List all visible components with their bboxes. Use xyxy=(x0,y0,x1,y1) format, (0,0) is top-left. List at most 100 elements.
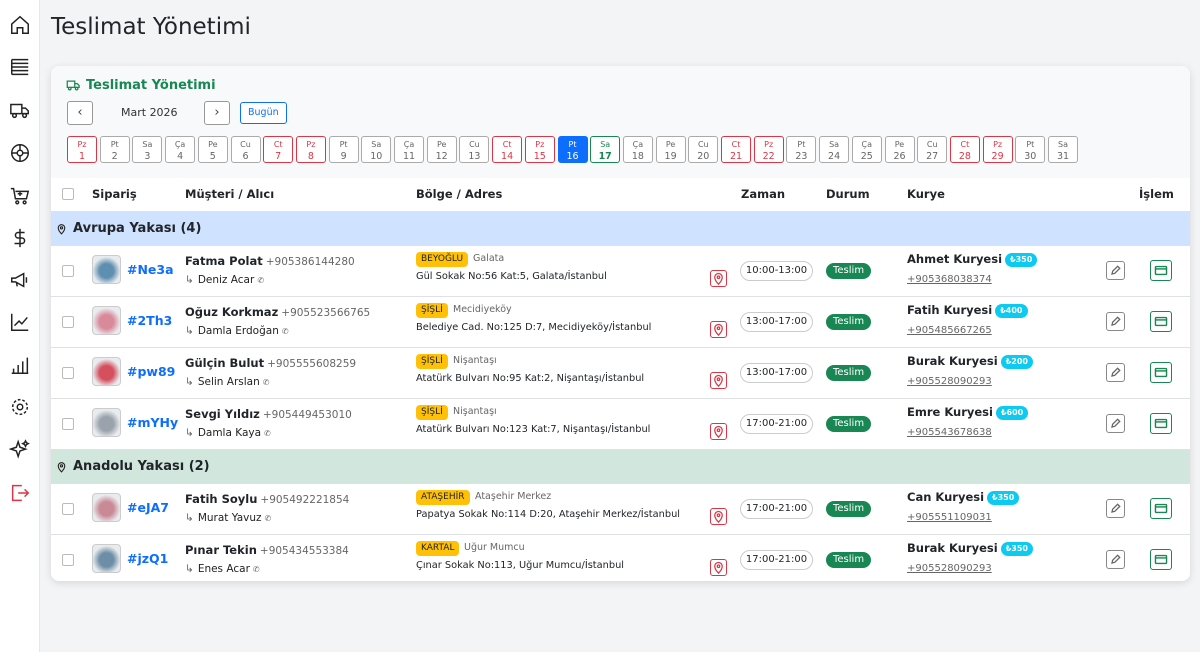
day-button[interactable]: Pe 5 xyxy=(197,136,228,163)
payment-button[interactable] xyxy=(1150,413,1172,434)
status-badge: Teslim xyxy=(826,501,872,517)
day-button[interactable]: Ct 14 xyxy=(492,136,523,163)
edit-button[interactable] xyxy=(1106,312,1125,331)
megaphone-icon[interactable] xyxy=(9,269,31,291)
day-button[interactable]: Cu 27 xyxy=(917,136,948,163)
order-id[interactable]: #2Th3 xyxy=(127,313,173,328)
today-button[interactable]: Bugün xyxy=(240,102,287,124)
edit-button[interactable] xyxy=(1106,499,1125,518)
row-checkbox[interactable] xyxy=(62,503,74,515)
day-button[interactable]: Pz 29 xyxy=(982,136,1013,163)
day-button[interactable]: Pe 19 xyxy=(655,136,686,163)
customer: Pınar Tekin +905434553384 xyxy=(185,543,349,557)
day-number: 28 xyxy=(958,151,971,162)
address: Belediye Cad. No:125 D:7, Mecidiyeköy/İs… xyxy=(416,322,652,333)
row-checkbox[interactable] xyxy=(62,418,74,430)
edit-button[interactable] xyxy=(1106,414,1125,433)
day-button[interactable]: Pt 2 xyxy=(99,136,130,163)
prev-month[interactable]: ‹ xyxy=(67,101,93,125)
day-button[interactable]: Cu 20 xyxy=(688,136,719,163)
district-badge: ŞİŞLİ xyxy=(416,354,448,369)
cart-icon[interactable] xyxy=(9,185,31,207)
row-checkbox[interactable] xyxy=(62,554,74,566)
payment-button[interactable] xyxy=(1150,498,1172,519)
order-id[interactable]: #Ne3a xyxy=(127,262,174,277)
logout-icon[interactable] xyxy=(9,482,31,504)
row-checkbox[interactable] xyxy=(62,265,74,277)
day-button[interactable]: Ct 7 xyxy=(263,136,294,163)
day-button[interactable]: Sa 24 xyxy=(819,136,850,163)
map-button[interactable] xyxy=(710,508,727,525)
day-button[interactable]: Sa 31 xyxy=(1048,136,1078,163)
day-number: 18 xyxy=(631,151,644,162)
district-badge: ATAŞEHİR xyxy=(416,490,470,505)
day-button[interactable]: Ça 25 xyxy=(851,136,882,163)
day-button[interactable]: Pz 1 xyxy=(67,136,97,163)
day-button[interactable]: Pe 12 xyxy=(426,136,457,163)
day-button[interactable]: Pe 26 xyxy=(884,136,915,163)
truck-icon[interactable] xyxy=(9,99,31,121)
time-slot: 10:00-13:00 xyxy=(740,261,813,281)
day-button[interactable]: Ct 28 xyxy=(949,136,980,163)
payment-button[interactable] xyxy=(1150,311,1172,332)
map-button[interactable] xyxy=(710,270,727,287)
day-name: Pt xyxy=(339,140,348,149)
order-id[interactable]: #jzQ1 xyxy=(127,551,169,566)
order-id[interactable]: #mYHy xyxy=(127,415,179,430)
order-row: #mYHy Sevgi Yıldız +905449453010 ↳ Damla Kay… xyxy=(51,398,1190,449)
recipient-name: Damla Kaya xyxy=(197,427,262,439)
day-button[interactable]: Pz 22 xyxy=(753,136,784,163)
area-name: Uğur Mumcu xyxy=(464,542,525,553)
courier-phone[interactable]: +905528090293 xyxy=(907,563,992,574)
payment-button[interactable] xyxy=(1150,260,1172,281)
payment-button[interactable] xyxy=(1150,549,1172,570)
dollar-icon[interactable] xyxy=(9,227,31,249)
day-button[interactable]: Cu 6 xyxy=(230,136,261,163)
payment-button[interactable] xyxy=(1150,362,1172,383)
day-button[interactable]: Sa 10 xyxy=(361,136,392,163)
day-button[interactable]: Pt 9 xyxy=(328,136,359,163)
row-checkbox[interactable] xyxy=(62,367,74,379)
edit-button[interactable] xyxy=(1106,550,1125,569)
order-id[interactable]: #eJA7 xyxy=(127,500,169,515)
chart-icon[interactable] xyxy=(9,311,31,333)
map-button[interactable] xyxy=(710,321,727,338)
edit-button[interactable] xyxy=(1106,363,1125,382)
district-badge: ŞİŞLİ xyxy=(416,303,448,318)
next-month[interactable]: › xyxy=(204,101,230,125)
day-button[interactable]: Pt 23 xyxy=(786,136,817,163)
sparkle-icon[interactable] xyxy=(9,439,31,461)
arrow-icon: ↳ xyxy=(185,512,194,524)
courier-phone[interactable]: +905551109031 xyxy=(907,512,992,523)
day-button[interactable]: Sa 17 xyxy=(590,136,621,163)
courier-phone[interactable]: +905543678638 xyxy=(907,427,992,438)
edit-button[interactable] xyxy=(1106,261,1125,280)
day-button[interactable]: Pt 16 xyxy=(557,136,588,163)
flower-icon[interactable] xyxy=(9,142,31,164)
courier-phone[interactable]: +905368038374 xyxy=(907,274,992,285)
home-icon[interactable] xyxy=(9,14,31,36)
row-checkbox[interactable] xyxy=(62,316,74,328)
day-button[interactable]: Ça 18 xyxy=(622,136,653,163)
select-all[interactable] xyxy=(62,188,74,200)
courier: Fatih Kuryesi ₺400 xyxy=(907,303,1028,318)
map-button[interactable] xyxy=(710,423,727,440)
day-button[interactable]: Pz 15 xyxy=(524,136,555,163)
list-icon[interactable] xyxy=(9,56,31,78)
day-button[interactable]: Cu 13 xyxy=(459,136,490,163)
day-button[interactable]: Pt 30 xyxy=(1015,136,1046,163)
day-button[interactable]: Sa 3 xyxy=(132,136,163,163)
status-badge: Teslim xyxy=(826,416,872,432)
courier-phone[interactable]: +905528090293 xyxy=(907,376,992,387)
day-number: 8 xyxy=(307,151,314,162)
order-id[interactable]: #pw89 xyxy=(127,364,176,379)
bar-icon[interactable] xyxy=(9,354,31,376)
settings-icon[interactable] xyxy=(9,396,31,418)
day-button[interactable]: Ça 11 xyxy=(394,136,424,163)
day-button[interactable]: Ct 21 xyxy=(721,136,751,163)
day-button[interactable]: Pz 8 xyxy=(295,136,326,163)
courier-phone[interactable]: +905485667265 xyxy=(907,325,992,336)
map-button[interactable] xyxy=(710,559,727,576)
map-button[interactable] xyxy=(710,372,727,389)
day-button[interactable]: Ça 4 xyxy=(165,136,196,163)
